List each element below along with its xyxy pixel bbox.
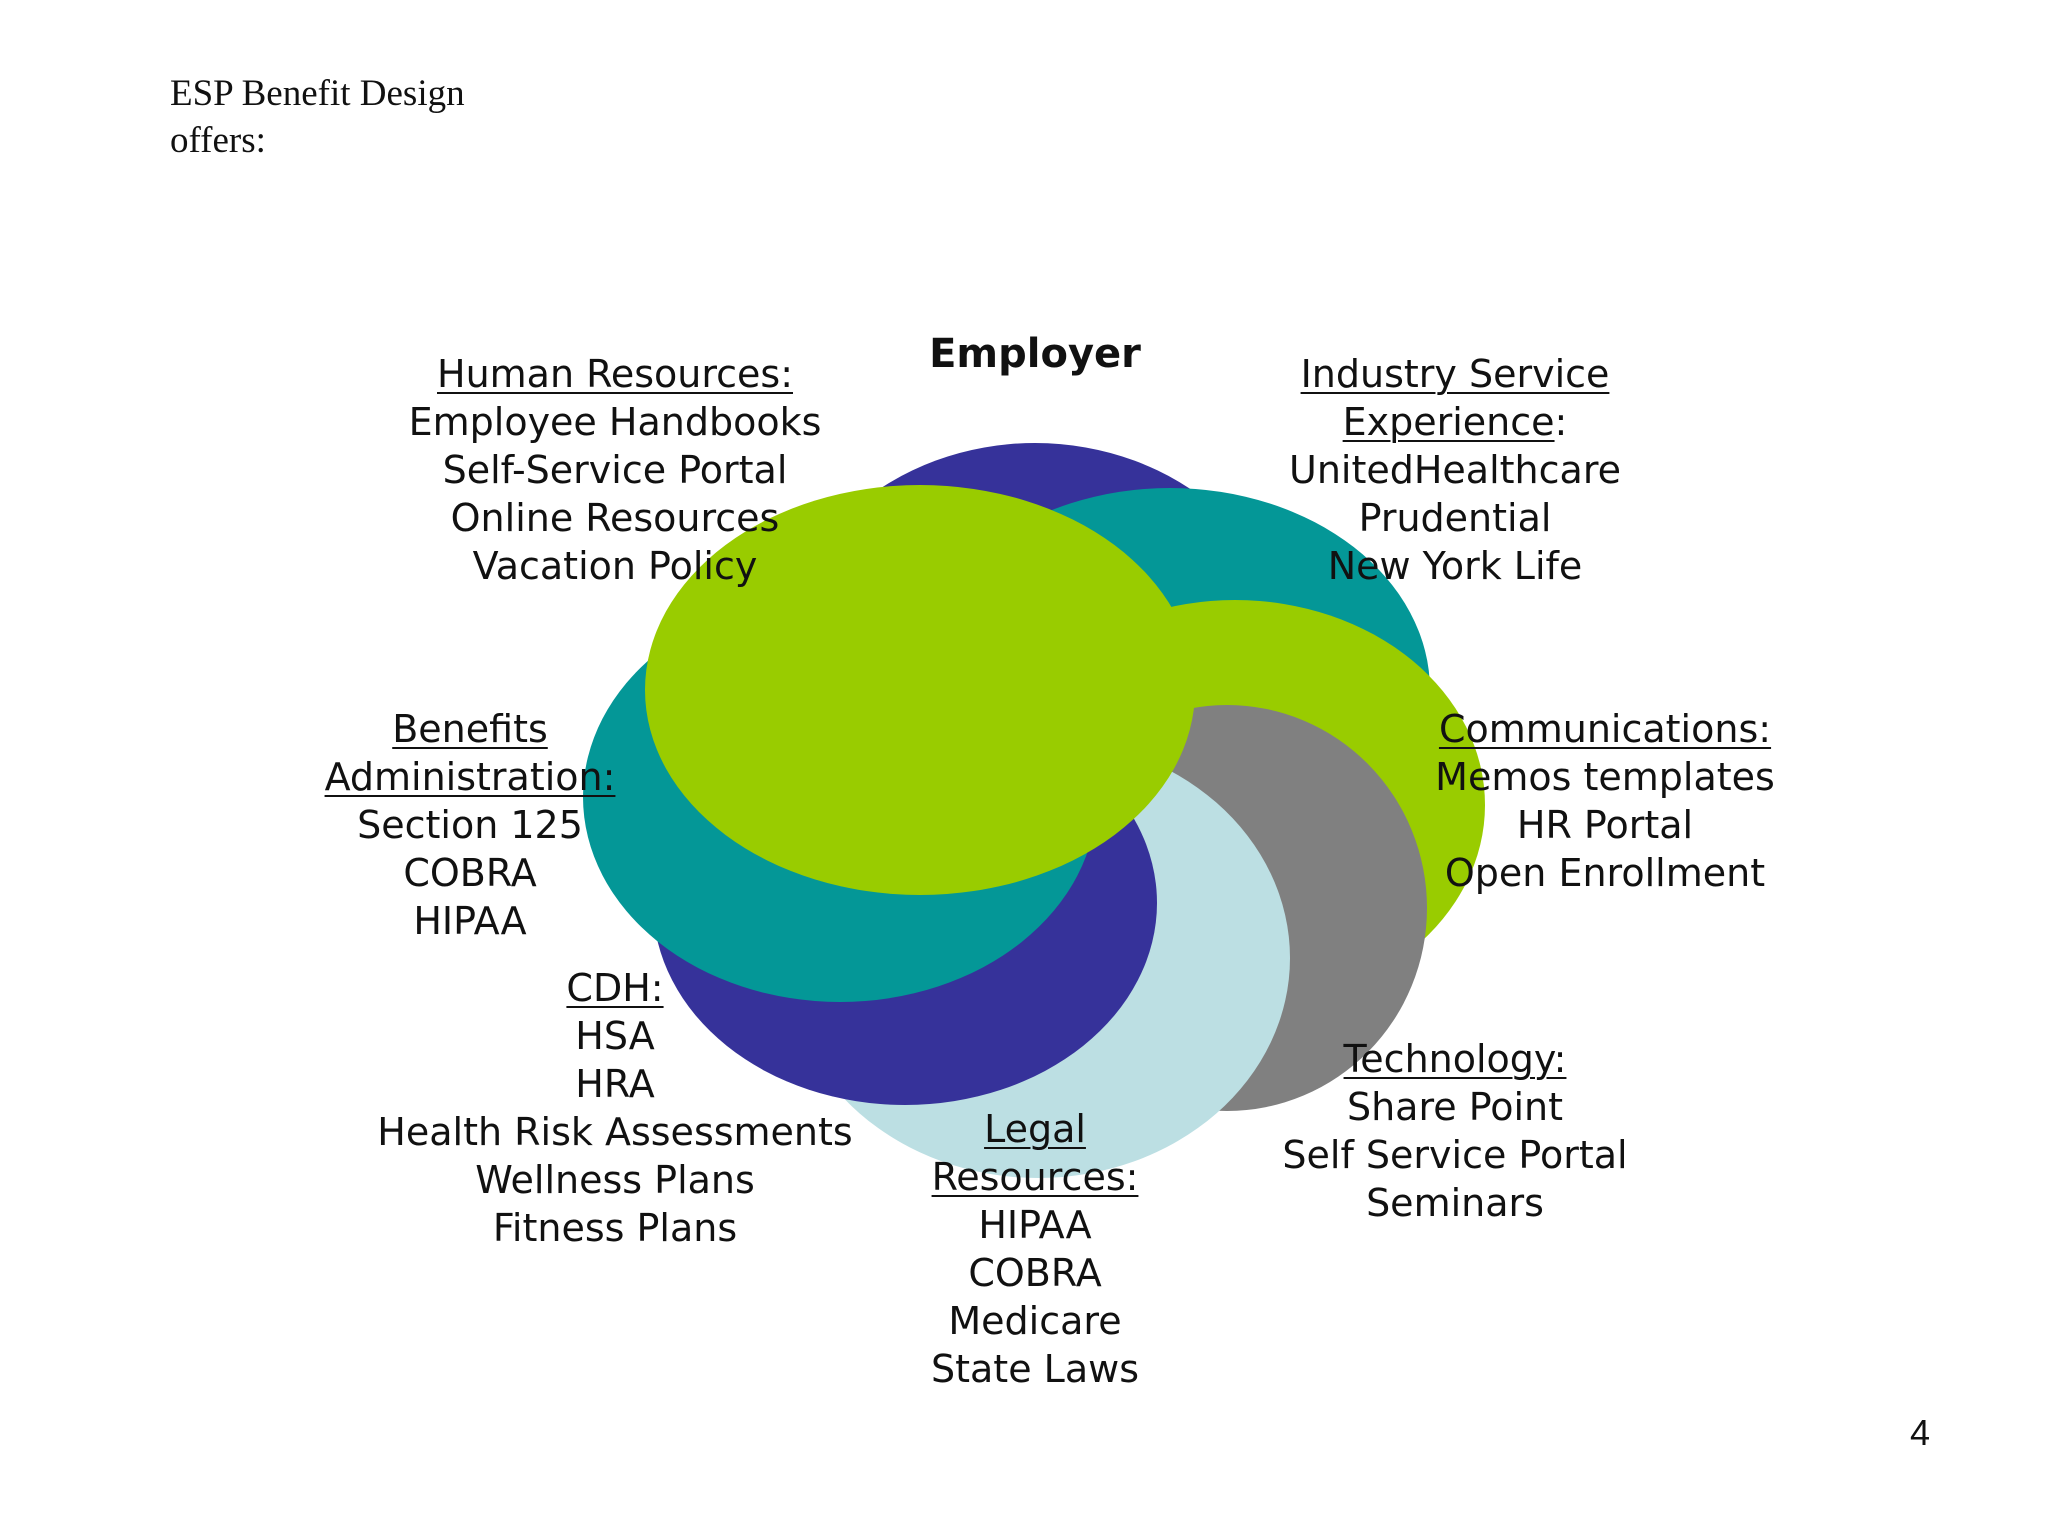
human-resources-item: Vacation Policy (472, 544, 758, 588)
cdh-item: HSA (575, 1014, 655, 1058)
legal-resources-title-line-2: Resources: (931, 1155, 1139, 1199)
legal-resources-item: COBRA (968, 1251, 1102, 1295)
industry-service-title-line-1: Industry Service (1300, 352, 1610, 396)
human-resources-item: Online Resources (450, 496, 780, 540)
technology-item: Share Point (1346, 1085, 1564, 1129)
industry-service-title-suffix: : (1554, 400, 1568, 444)
human-resources-block: Human Resources: Employee Handbooks Self… (380, 350, 850, 590)
benefits-administration-item: HIPAA (413, 899, 527, 943)
cdh-item: Wellness Plans (475, 1158, 755, 1202)
benefits-administration-block: Benefits Administration: Section 125 COB… (270, 705, 670, 945)
legal-resources-item: State Laws (931, 1347, 1139, 1391)
human-resources-title: Human Resources: (437, 352, 793, 396)
communications-block: Communications: Memos templates HR Porta… (1400, 705, 1810, 897)
human-resources-item: Employee Handbooks (408, 400, 822, 444)
industry-service-title-line-2: Experience (1342, 400, 1555, 444)
human-resources-item: Self-Service Portal (442, 448, 788, 492)
technology-title: Technology: (1343, 1037, 1567, 1081)
industry-service-item: Prudential (1358, 496, 1552, 540)
legal-resources-item: HIPAA (978, 1203, 1092, 1247)
page-number: 4 (1909, 1412, 1931, 1453)
heading-line-1: ESP Benefit Design (170, 73, 465, 114)
communications-item: Open Enrollment (1444, 851, 1766, 895)
cdh-item: HRA (575, 1062, 655, 1106)
benefits-administration-item: COBRA (403, 851, 537, 895)
communications-item: Memos templates (1435, 755, 1775, 799)
benefits-administration-title-line-2: Administration: (324, 755, 616, 799)
technology-item: Seminars (1366, 1181, 1544, 1225)
heading-line-2: offers: (170, 120, 266, 161)
industry-service-item: UnitedHealthcare (1289, 448, 1621, 492)
cdh-block: CDH: HSA HRA Health Risk Assessments Wel… (350, 964, 880, 1252)
cdh-title: CDH: (566, 966, 664, 1010)
cdh-item: Fitness Plans (492, 1206, 738, 1250)
industry-service-item: New York Life (1327, 544, 1583, 588)
technology-block: Technology: Share Point Self Service Por… (1250, 1035, 1660, 1227)
communications-title: Communications: (1438, 707, 1772, 751)
benefits-administration-title-line-1: Benefits (392, 707, 548, 751)
benefits-administration-item: Section 125 (357, 803, 583, 847)
cdh-item: Health Risk Assessments (377, 1110, 853, 1154)
communications-item: HR Portal (1516, 803, 1694, 847)
legal-resources-block: Legal Resources: HIPAA COBRA Medicare St… (885, 1105, 1185, 1393)
legal-resources-item: Medicare (948, 1299, 1122, 1343)
slide-heading: ESP Benefit Design offers: (170, 70, 570, 164)
technology-item: Self Service Portal (1282, 1133, 1628, 1177)
employer-label: Employer (929, 331, 1141, 377)
industry-service-block: Industry Service Experience: UnitedHealt… (1215, 350, 1695, 590)
legal-resources-title-line-1: Legal (984, 1107, 1086, 1151)
lime-ellipse-center (645, 485, 1195, 895)
